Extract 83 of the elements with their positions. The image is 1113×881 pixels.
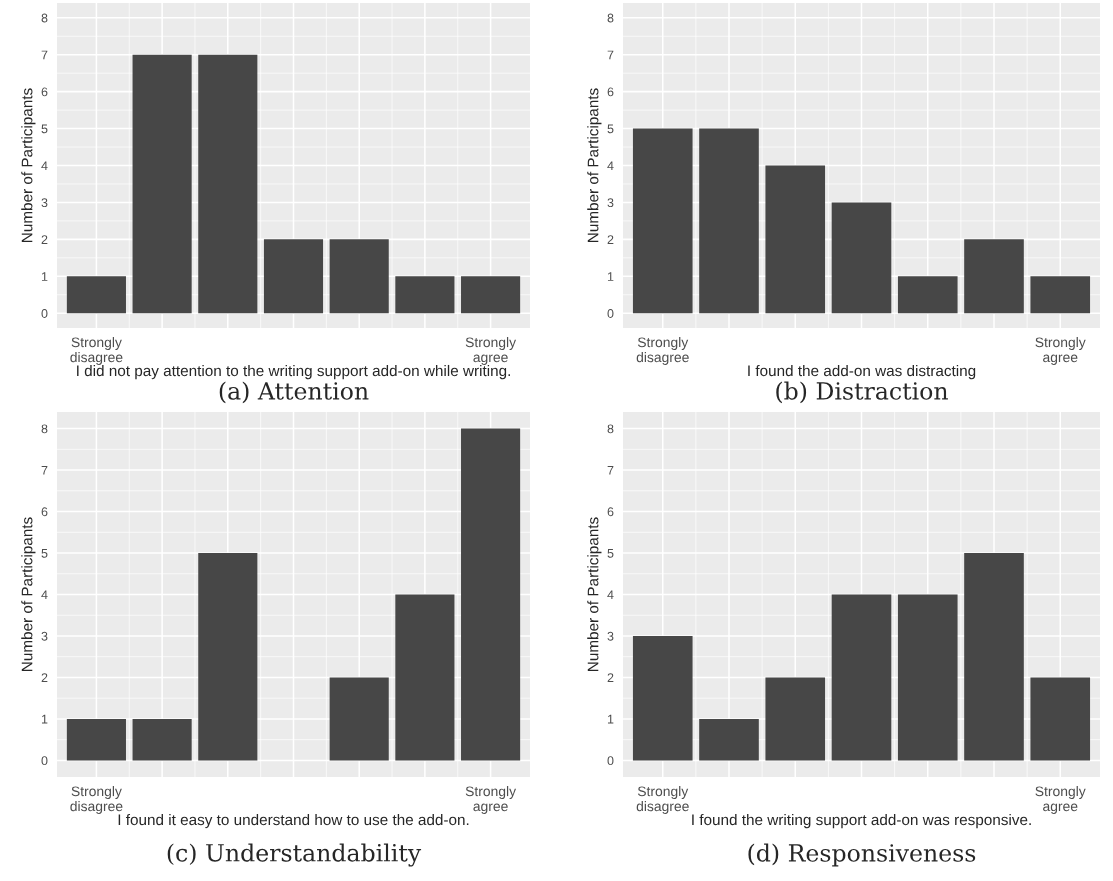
bar (66, 718, 126, 761)
x-tick-label: Strongly disagree (70, 337, 123, 365)
x-tick-label: Strongly disagree (636, 786, 689, 814)
y-tick-label: 7 (607, 50, 614, 60)
bar (198, 553, 258, 761)
y-tick-label: 3 (41, 631, 48, 641)
bar (632, 128, 693, 314)
y-tick-label: 5 (41, 124, 48, 134)
y-tick-label: 7 (607, 466, 614, 475)
x-axis-title: I found the writing support add-on was responsive. (692, 813, 1031, 829)
y-tick-label: 3 (41, 198, 48, 208)
y-tick-label: 6 (41, 87, 48, 97)
bar (329, 677, 389, 761)
x-tick-label: Strongly agree (1035, 337, 1086, 365)
y-tick-label: 4 (607, 161, 614, 171)
y-axis-title: Number of Participants (587, 88, 602, 242)
bar (395, 594, 455, 761)
bar (395, 276, 455, 314)
y-tick-label: 7 (41, 50, 48, 60)
y-axis-title: Number of Participants (21, 88, 36, 242)
y-tick-label: 5 (41, 548, 48, 558)
y-tick-label: 1 (41, 272, 48, 281)
y-tick-label: 8 (41, 424, 48, 434)
x-tick-label: Strongly agree (1035, 786, 1086, 814)
bar (132, 718, 192, 761)
y-tick-label: 1 (41, 714, 48, 724)
y-tick-label: 0 (607, 309, 614, 318)
bar (132, 54, 192, 314)
bar (699, 718, 759, 761)
y-tick-label: 1 (607, 272, 614, 281)
bar (1030, 276, 1091, 314)
text: (a) Attention (219, 381, 369, 404)
y-tick-label: 7 (41, 466, 48, 475)
bar (897, 276, 958, 314)
bar (831, 202, 892, 314)
x-axis-title: I found it easy to understand how to use the add-on. (118, 813, 469, 829)
x-tick-label: Strongly agree (465, 786, 517, 814)
bar (765, 677, 826, 761)
y-tick-label: 6 (41, 507, 48, 517)
y-tick-label: 2 (41, 673, 48, 682)
y-tick-label: 2 (607, 235, 614, 244)
bar (66, 276, 126, 314)
bar (765, 165, 826, 314)
bar (263, 239, 324, 314)
bar (198, 54, 258, 314)
y-axis-title: Number of Participants (587, 517, 602, 671)
y-tick-label: 6 (607, 87, 614, 97)
bar (461, 428, 521, 761)
y-tick-label: 4 (41, 161, 48, 171)
y-tick-label: 2 (607, 673, 614, 682)
text: (d) Responsiveness (748, 843, 976, 867)
y-tick-label: 0 (607, 756, 614, 766)
y-tick-label: 3 (607, 198, 614, 208)
y-tick-label: 5 (607, 548, 614, 558)
y-tick-label: 6 (607, 507, 614, 517)
bar (699, 128, 759, 314)
y-tick-label: 2 (41, 235, 48, 244)
x-tick-label: Strongly disagree (70, 786, 123, 814)
bar (329, 239, 389, 314)
x-tick-label: Strongly disagree (636, 337, 689, 365)
y-tick-label: 3 (607, 631, 614, 641)
y-tick-label: 0 (41, 309, 48, 318)
bar (461, 276, 521, 314)
y-tick-label: 8 (607, 424, 614, 434)
y-tick-label: 8 (607, 13, 614, 23)
x-tick-label: Strongly agree (465, 337, 517, 365)
y-tick-label: 5 (607, 124, 614, 134)
bar (964, 239, 1024, 314)
bar (831, 594, 892, 761)
bar (964, 553, 1024, 761)
y-tick-label: 4 (41, 590, 48, 600)
text: (c) Understandability (167, 843, 422, 867)
y-tick-label: 1 (607, 714, 614, 724)
bar (1030, 677, 1091, 761)
y-tick-label: 0 (41, 756, 48, 766)
y-tick-label: 8 (41, 13, 48, 23)
x-axis-title: I found the add-on was distracting (748, 364, 976, 380)
y-tick-label: 4 (607, 590, 614, 600)
x-axis-title: I did not pay attention to the writing support add-on while writing. (77, 364, 510, 380)
y-axis-title: Number of Participants (21, 517, 36, 671)
bar (897, 594, 958, 761)
text: (b) Distraction (776, 381, 948, 404)
bar (632, 635, 693, 761)
